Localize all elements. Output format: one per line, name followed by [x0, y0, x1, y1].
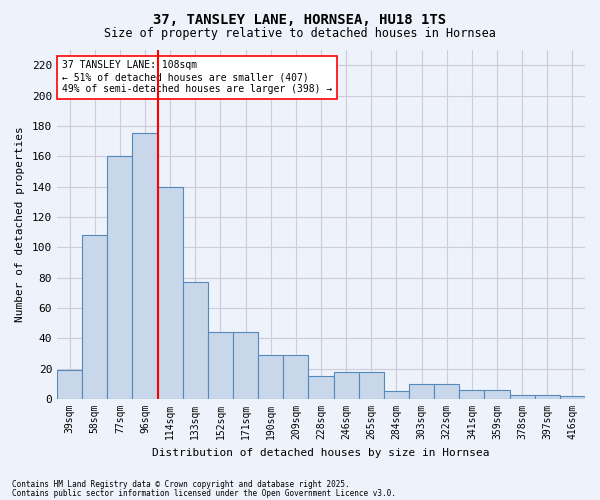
Text: 37 TANSLEY LANE: 108sqm
← 51% of detached houses are smaller (407)
49% of semi-d: 37 TANSLEY LANE: 108sqm ← 51% of detache…: [62, 60, 332, 94]
Bar: [258, 355, 283, 399]
Bar: [384, 392, 409, 399]
Bar: [308, 376, 334, 399]
Y-axis label: Number of detached properties: Number of detached properties: [15, 126, 25, 322]
Text: 37, TANSLEY LANE, HORNSEA, HU18 1TS: 37, TANSLEY LANE, HORNSEA, HU18 1TS: [154, 12, 446, 26]
Bar: [409, 384, 434, 399]
Bar: [183, 282, 208, 399]
Bar: [334, 372, 359, 399]
Bar: [158, 186, 183, 399]
Bar: [133, 134, 158, 399]
Bar: [208, 332, 233, 399]
Bar: [484, 390, 509, 399]
Text: Size of property relative to detached houses in Hornsea: Size of property relative to detached ho…: [104, 28, 496, 40]
Bar: [434, 384, 459, 399]
Bar: [107, 156, 133, 399]
Bar: [82, 235, 107, 399]
Bar: [359, 372, 384, 399]
Bar: [459, 390, 484, 399]
Text: Contains HM Land Registry data © Crown copyright and database right 2025.: Contains HM Land Registry data © Crown c…: [12, 480, 350, 489]
Bar: [283, 355, 308, 399]
Bar: [233, 332, 258, 399]
Bar: [535, 394, 560, 399]
Text: Contains public sector information licensed under the Open Government Licence v3: Contains public sector information licen…: [12, 488, 396, 498]
Bar: [509, 394, 535, 399]
Bar: [57, 370, 82, 399]
X-axis label: Distribution of detached houses by size in Hornsea: Distribution of detached houses by size …: [152, 448, 490, 458]
Bar: [560, 396, 585, 399]
